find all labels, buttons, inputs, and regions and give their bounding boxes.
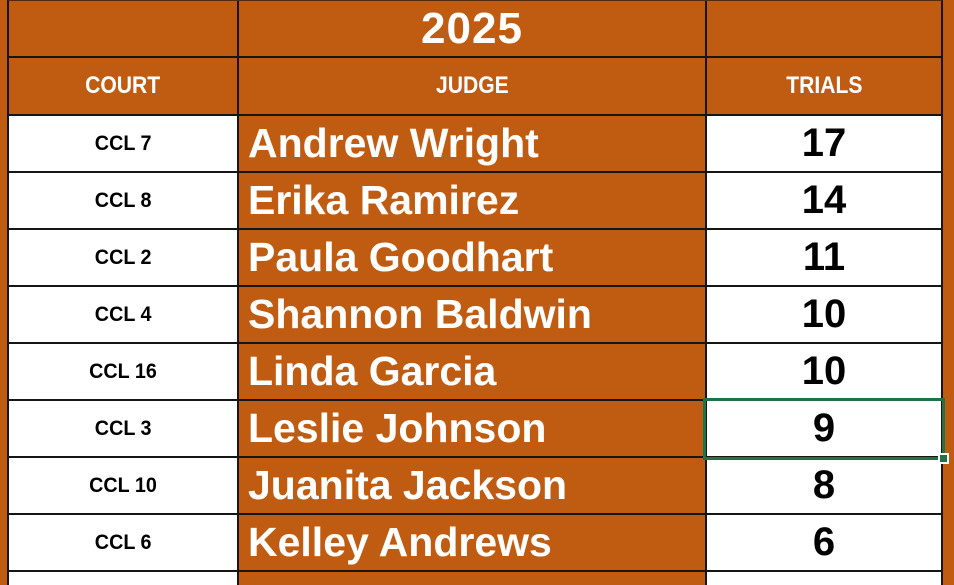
trials-value: 6 xyxy=(812,520,836,564)
header-row: COURT JUDGE TRIALS xyxy=(9,58,941,116)
trials-cell[interactable]: 17 xyxy=(707,116,941,171)
judge-cell[interactable]: Kelley Andrews xyxy=(239,515,707,570)
court-value: CCL 3 xyxy=(94,416,152,440)
judge-value: Juanita Jackson xyxy=(248,462,568,508)
judge-value: Shannon Baldwin xyxy=(248,291,592,337)
judge-cell[interactable]: Paula Goodhart xyxy=(239,230,707,285)
court-cell[interactable]: CCL 16 xyxy=(9,344,239,399)
trials-cell-selected[interactable]: 9 xyxy=(707,401,941,456)
judge-cell[interactable]: Leslie Johnson xyxy=(239,401,707,456)
title-cell-court[interactable] xyxy=(9,1,239,56)
judge-cell[interactable]: Juanita Jackson xyxy=(239,458,707,513)
court-cell[interactable]: CCL 6 xyxy=(9,515,239,570)
trials-value: 17 xyxy=(801,121,847,165)
judge-value: Kelley Andrews xyxy=(248,519,552,565)
court-value: CCL 2 xyxy=(94,245,152,269)
judge-cell[interactable]: Erika Ramirez xyxy=(239,173,707,228)
table-row: CCL 10 Juanita Jackson 8 xyxy=(9,458,941,515)
judge-value: Erika Ramirez xyxy=(248,177,520,223)
table-row: CCL 2 Paula Goodhart 11 xyxy=(9,230,941,287)
judge-value: Paula Goodhart xyxy=(248,234,554,280)
trials-cell[interactable]: 10 xyxy=(707,344,941,399)
table-row: CCL 8 Erika Ramirez 14 xyxy=(9,173,941,230)
trials-table: 2025 COURT JUDGE TRIALS CCL 7 Andrew Wri… xyxy=(7,0,943,585)
court-value: CCL 8 xyxy=(94,188,152,212)
table-row: CCL 16 Linda Garcia 10 xyxy=(9,344,941,401)
trials-cell[interactable]: 6 xyxy=(707,515,941,570)
trials-value: 14 xyxy=(801,178,847,222)
court-value: CCL 7 xyxy=(94,131,152,155)
active-cell-selection[interactable] xyxy=(703,398,949,464)
title-cell-year[interactable]: 2025 xyxy=(239,1,707,56)
trials-value: 10 xyxy=(801,349,847,393)
title-row: 2025 xyxy=(9,1,941,58)
table-row-partial xyxy=(9,572,941,585)
court-cell[interactable]: CCL 7 xyxy=(9,116,239,171)
court-value: CCL 4 xyxy=(94,302,152,326)
court-cell[interactable]: CCL 10 xyxy=(9,458,239,513)
column-header-judge[interactable]: JUDGE xyxy=(239,58,707,114)
table-row: CCL 7 Andrew Wright 17 xyxy=(9,116,941,173)
fill-handle[interactable] xyxy=(938,453,949,464)
judge-value: Linda Garcia xyxy=(248,348,497,394)
column-header-trials-label: TRIALS xyxy=(785,72,863,99)
column-header-court[interactable]: COURT xyxy=(9,58,239,114)
trials-value: 10 xyxy=(801,292,847,336)
judge-value: Leslie Johnson xyxy=(248,405,547,451)
court-value: CCL 6 xyxy=(94,530,152,554)
judge-cell[interactable]: Andrew Wright xyxy=(239,116,707,171)
judge-cell[interactable]: Shannon Baldwin xyxy=(239,287,707,342)
table-row: CCL 6 Kelley Andrews 6 xyxy=(9,515,941,572)
judge-cell[interactable]: Linda Garcia xyxy=(239,344,707,399)
court-cell[interactable]: CCL 4 xyxy=(9,287,239,342)
court-value: CCL 16 xyxy=(89,359,157,383)
column-header-judge-label: JUDGE xyxy=(435,72,509,99)
trials-cell[interactable]: 10 xyxy=(707,287,941,342)
trials-cell[interactable]: 14 xyxy=(707,173,941,228)
page-title: 2025 xyxy=(421,3,523,53)
column-header-trials[interactable]: TRIALS xyxy=(707,58,941,114)
court-value: CCL 10 xyxy=(89,473,157,497)
trials-value: 8 xyxy=(812,463,836,507)
table-row: CCL 3 Leslie Johnson 9 xyxy=(9,401,941,458)
trials-value: 9 xyxy=(812,406,836,450)
judge-cell[interactable] xyxy=(239,572,707,585)
court-cell[interactable]: CCL 8 xyxy=(9,173,239,228)
table-row: CCL 4 Shannon Baldwin 10 xyxy=(9,287,941,344)
trials-cell[interactable] xyxy=(707,572,941,585)
court-cell[interactable]: CCL 2 xyxy=(9,230,239,285)
trials-value: 11 xyxy=(802,235,846,279)
column-header-court-label: COURT xyxy=(85,72,161,99)
judge-value: Andrew Wright xyxy=(248,120,539,166)
title-cell-trials[interactable] xyxy=(707,1,941,56)
trials-cell[interactable]: 8 xyxy=(707,458,941,513)
trials-cell[interactable]: 11 xyxy=(707,230,941,285)
court-cell[interactable] xyxy=(9,572,239,585)
court-cell[interactable]: CCL 3 xyxy=(9,401,239,456)
